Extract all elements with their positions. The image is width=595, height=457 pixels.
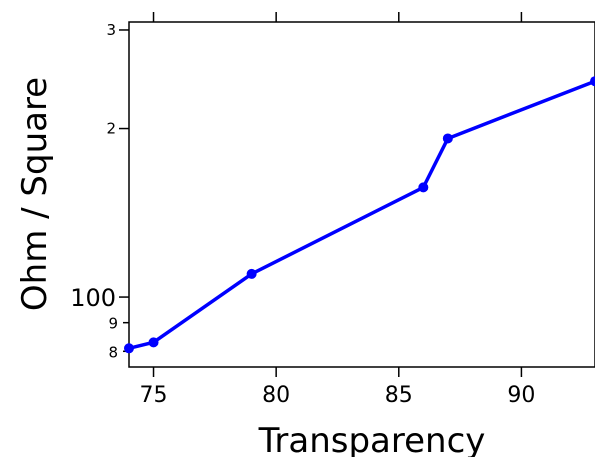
- y-minor-tick-label: 9: [108, 315, 118, 333]
- x-tick-label: 85: [385, 383, 413, 408]
- x-tick-label: 80: [262, 383, 290, 408]
- series-group: [124, 76, 595, 354]
- x-axis-title: Transparency: [258, 421, 486, 457]
- y-axis-title: Ohm / Square: [15, 77, 55, 311]
- y-axis: 100 2 3 8 9: [70, 21, 129, 361]
- series-line: [128, 79, 595, 350]
- y-minor-tick-label: 8: [108, 343, 118, 361]
- x-tick-label: 90: [507, 383, 535, 408]
- x-axis: 75 80 85 90: [140, 367, 535, 408]
- data-point: [124, 343, 134, 354]
- y-tick-label: 3: [106, 21, 116, 39]
- y-tick-label: 100: [70, 284, 116, 312]
- data-point: [246, 268, 257, 279]
- data-point: [590, 76, 595, 87]
- x-tick-label: 75: [140, 383, 168, 408]
- data-point: [148, 337, 159, 348]
- data-point: [442, 133, 453, 144]
- x-axis-top: [152, 12, 523, 22]
- data-point: [418, 182, 429, 193]
- plot-frame: [128, 21, 595, 368]
- y-tick-label: 2: [106, 120, 116, 138]
